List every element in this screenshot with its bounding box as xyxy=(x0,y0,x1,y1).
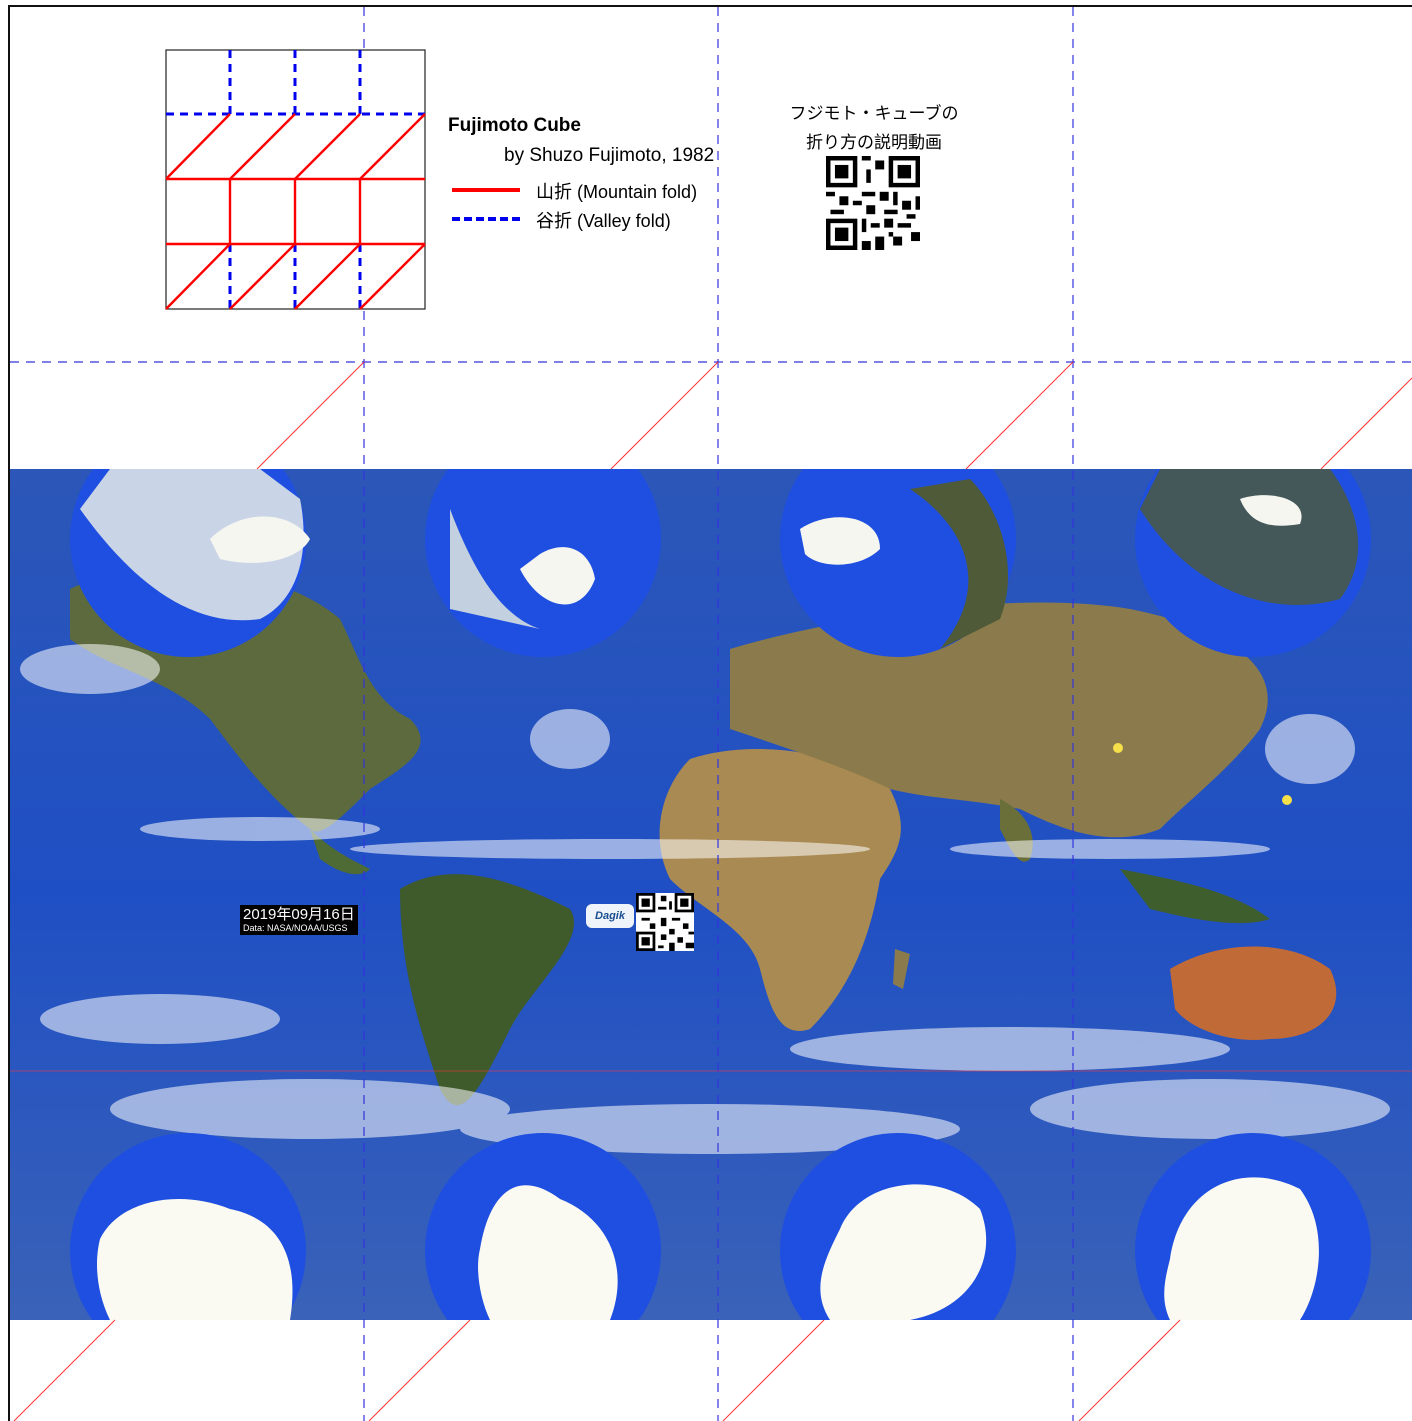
byline: by Shuzo Fujimoto, 1982 xyxy=(504,145,715,166)
page-border xyxy=(8,5,1412,1421)
central-america xyxy=(310,829,370,875)
title: Fujimoto Cube xyxy=(448,115,581,136)
south-america xyxy=(400,874,575,1106)
clouds xyxy=(20,644,1390,1154)
video-note-line2: 折り方の説明動画 xyxy=(806,133,942,152)
mountain-fold-lines xyxy=(10,361,1412,1421)
europe-asia xyxy=(730,602,1268,838)
mountain-fold-swatch xyxy=(452,188,520,192)
marker-dot xyxy=(1282,795,1292,805)
earth-map-band xyxy=(10,469,1412,1320)
south-pole-caps xyxy=(70,1133,1371,1320)
qr-code-icon[interactable] xyxy=(826,156,920,250)
video-note-line1: フジモト・キューブの xyxy=(789,104,959,123)
marker-dot xyxy=(1113,743,1123,753)
valley-fold-label: 谷折 (Valley fold) xyxy=(536,211,671,231)
africa xyxy=(659,749,901,1031)
valley-fold-swatch xyxy=(452,217,520,221)
dagik-logo-icon: Dagik xyxy=(586,904,634,928)
map-date: 2019年09月16日 xyxy=(243,906,355,923)
valley-fold-lines xyxy=(10,7,1412,1421)
map-source: Data: NASA/NOAA/USGS xyxy=(243,923,348,933)
fold-diagram xyxy=(165,49,426,310)
map-date-box: 2019年09月16日 Data: NASA/NOAA/USGS xyxy=(240,905,358,935)
north-pole-caps xyxy=(70,469,1371,657)
australia xyxy=(1170,946,1337,1040)
southeast-asia xyxy=(1120,869,1270,924)
mountain-fold-label: 山折 (Mountain fold) xyxy=(536,182,698,202)
small-qr-code-icon[interactable] xyxy=(636,893,694,951)
madagascar xyxy=(893,949,910,989)
